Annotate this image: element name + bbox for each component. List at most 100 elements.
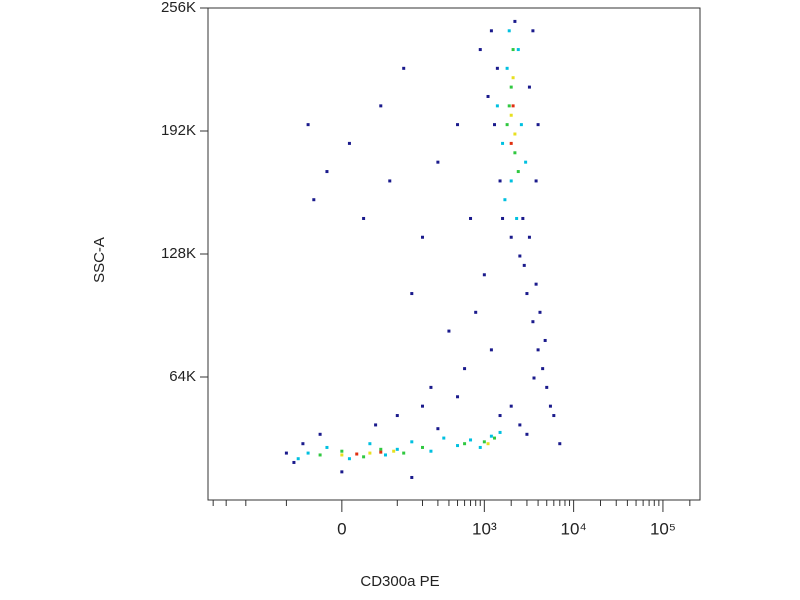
data-point xyxy=(478,445,482,449)
data-point xyxy=(545,385,549,389)
data-point xyxy=(531,320,535,324)
data-point xyxy=(489,434,493,438)
data-point xyxy=(284,451,288,455)
data-point xyxy=(513,132,517,136)
data-point xyxy=(486,94,490,98)
data-point xyxy=(531,29,535,33)
data-point xyxy=(536,123,540,127)
data-point xyxy=(410,440,414,444)
data-point xyxy=(498,430,502,434)
data-point xyxy=(429,385,433,389)
plot-frame xyxy=(207,7,701,501)
data-point xyxy=(421,445,425,449)
data-point xyxy=(489,348,493,352)
x-tick-label: 10⁵ xyxy=(650,519,676,538)
data-point xyxy=(521,216,525,220)
data-point xyxy=(532,376,536,380)
data-point xyxy=(511,48,515,52)
data-point xyxy=(522,263,526,267)
data-point xyxy=(456,444,460,448)
data-point xyxy=(296,457,300,461)
data-point xyxy=(456,123,460,127)
data-point xyxy=(509,85,513,89)
data-point xyxy=(469,438,473,442)
data-point xyxy=(486,442,490,446)
y-tick-label: 256K xyxy=(161,0,196,16)
data-point xyxy=(515,216,519,220)
data-point xyxy=(511,104,515,108)
y-tick-label: 128K xyxy=(161,245,196,262)
data-point xyxy=(498,179,502,183)
data-point xyxy=(478,48,482,52)
data-point xyxy=(374,423,378,427)
data-point xyxy=(538,310,542,314)
x-tick-label: 0 xyxy=(337,519,346,538)
data-point xyxy=(355,452,359,456)
data-point xyxy=(436,427,440,431)
data-point xyxy=(379,447,383,451)
data-point xyxy=(463,367,467,371)
data-point xyxy=(402,66,406,70)
data-point xyxy=(509,179,513,183)
data-point xyxy=(503,198,507,202)
data-point xyxy=(493,123,497,127)
data-point xyxy=(325,445,329,449)
data-point xyxy=(325,170,329,174)
data-point xyxy=(513,19,517,23)
data-point xyxy=(379,450,383,454)
data-point xyxy=(347,141,351,145)
data-point xyxy=(536,348,540,352)
data-point xyxy=(402,451,406,455)
data-point xyxy=(513,151,517,155)
data-point xyxy=(292,460,296,464)
data-point xyxy=(447,329,451,333)
data-point xyxy=(340,453,344,457)
data-point xyxy=(501,141,505,145)
data-point xyxy=(306,451,310,455)
data-point xyxy=(509,235,513,239)
data-point xyxy=(368,442,372,446)
data-point xyxy=(509,113,513,117)
data-point xyxy=(340,449,344,453)
data-point xyxy=(519,123,523,127)
data-point xyxy=(347,457,351,461)
data-point xyxy=(395,447,399,451)
data-point xyxy=(525,292,529,296)
data-point xyxy=(421,235,425,239)
data-point xyxy=(388,179,392,183)
data-point xyxy=(509,404,513,408)
data-point xyxy=(527,85,531,89)
data-point xyxy=(463,442,467,446)
data-point xyxy=(541,367,545,371)
data-point xyxy=(498,414,502,418)
data-point xyxy=(518,423,522,427)
data-point xyxy=(362,455,366,459)
x-axis-label: CD300a PE xyxy=(360,573,439,590)
data-point xyxy=(456,395,460,399)
data-point xyxy=(543,338,547,342)
data-point xyxy=(534,282,538,286)
data-point xyxy=(489,29,493,33)
y-tick-label: 64K xyxy=(169,368,196,385)
data-point xyxy=(392,449,396,453)
data-point xyxy=(516,48,520,52)
data-point xyxy=(501,216,505,220)
data-point xyxy=(505,123,509,127)
data-point xyxy=(379,104,383,108)
x-tick-label: 10³ xyxy=(472,519,497,538)
data-point xyxy=(301,442,305,446)
data-point xyxy=(340,470,344,474)
data-point xyxy=(442,436,446,440)
data-point xyxy=(495,104,499,108)
data-point xyxy=(509,141,513,145)
data-point xyxy=(395,414,399,418)
data-point xyxy=(507,29,511,33)
data-point xyxy=(518,254,522,258)
data-point xyxy=(368,451,372,455)
y-tick-label: 192K xyxy=(161,122,196,139)
data-point xyxy=(318,432,322,436)
data-point xyxy=(312,198,316,202)
data-point xyxy=(482,440,486,444)
